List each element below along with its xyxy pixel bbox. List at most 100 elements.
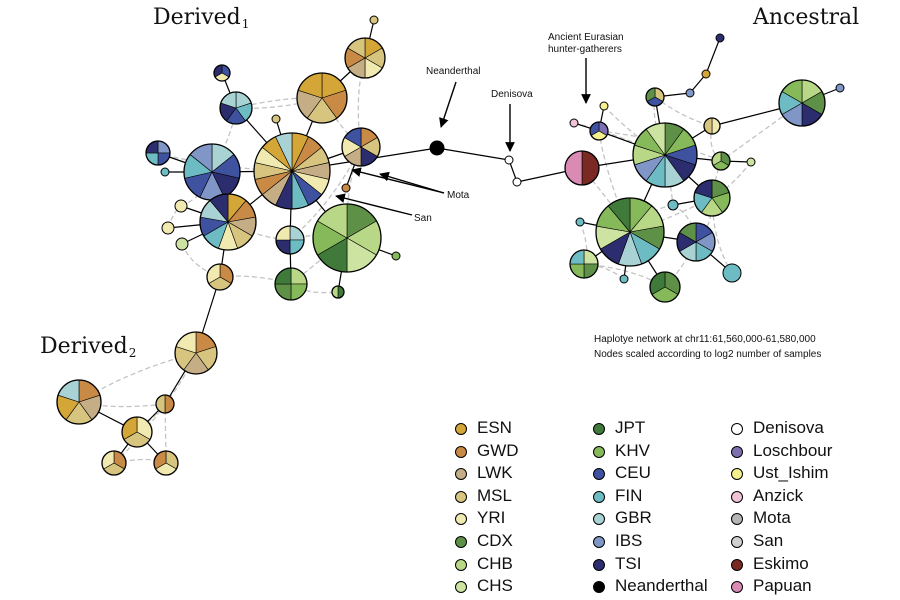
haplotype-node: [160, 167, 170, 177]
node-slice: [722, 263, 742, 283]
node-slice: [685, 88, 695, 98]
legend-label: CHB: [477, 553, 513, 573]
node-outline: [155, 394, 175, 414]
derived1-cluster-label: Derived1: [153, 5, 250, 31]
haplotype-node: [56, 379, 102, 425]
legend-label: LWK: [477, 463, 513, 483]
node-slice: [746, 157, 756, 167]
node-slice: [835, 83, 845, 93]
node-slice: [581, 150, 600, 186]
node-outline: [632, 122, 698, 188]
legend-swatch: [593, 558, 605, 571]
annotation-arrows: [335, 58, 591, 216]
node-outline: [206, 263, 234, 291]
legend-swatch: [593, 445, 605, 458]
haplotype-node: [183, 143, 241, 201]
legend-item-chs: CHS: [455, 576, 605, 598]
node-outline: [296, 72, 348, 124]
haplotype-node: [722, 263, 742, 283]
legend-item-ust-ishim: Ust_Ishim: [731, 463, 881, 485]
legend-item-lwk: LWK: [455, 463, 605, 485]
node-outline: [341, 127, 381, 167]
haplotype-node: [341, 127, 381, 167]
mota-annotation: Mota: [447, 190, 470, 201]
legend-item-ceu: CEU: [593, 463, 743, 485]
node-outline: [589, 121, 609, 141]
node-outline: [711, 151, 731, 171]
legend-label: CDX: [477, 531, 513, 550]
legend-item-neanderthal: Neanderthal: [593, 576, 743, 598]
annotation-arrow: [439, 81, 457, 128]
haplotype-node: [649, 271, 681, 303]
legend-swatch: [593, 423, 605, 435]
legend-item-khv: KHV: [593, 441, 743, 463]
haplotype-node: [703, 117, 721, 135]
haplotype-node: [274, 267, 308, 301]
node-outline: [693, 179, 731, 217]
legend-swatch: [593, 536, 605, 548]
legend-item-loschbour: Loschbour: [731, 441, 881, 463]
legend-label: GBR: [615, 508, 652, 528]
annotation-arrow: [351, 167, 445, 194]
legend-label: Ust_Ishim: [753, 463, 829, 483]
legend-item-yri: YRI: [455, 508, 605, 530]
legend-swatch: [593, 581, 605, 594]
derived2-cluster-label: Derived2: [40, 334, 137, 360]
haplotype-node: [835, 83, 845, 93]
legend-swatch: [455, 513, 467, 526]
network-edges: [78, 19, 841, 464]
legend-swatch: [455, 423, 467, 435]
node-outline: [703, 117, 721, 135]
node-slice: [175, 237, 189, 251]
legend-label: YRI: [477, 508, 506, 528]
haplotype-node: [595, 197, 665, 267]
legend-item-anzick: Anzick: [731, 486, 881, 508]
node-slice: [391, 251, 401, 261]
legend-label: CHS: [477, 576, 513, 596]
node-slice: [174, 199, 188, 213]
legend-swatch: [731, 536, 743, 548]
san-annotation: San: [414, 213, 432, 224]
haplotype-node: [206, 263, 234, 291]
legend-item-denisova: Denisova: [731, 418, 881, 440]
legend-label: ESN: [477, 418, 512, 437]
legend-label: TSI: [615, 553, 642, 573]
node-outline: [649, 271, 681, 303]
reticulation-edge: [603, 105, 666, 156]
denisova-annotation: Denisova: [491, 89, 533, 100]
legend-swatch: [455, 581, 467, 594]
haplotype-node: [676, 222, 716, 262]
node-slice: [161, 221, 175, 235]
legend-label: MSL: [477, 485, 512, 505]
haplotype-node: [685, 88, 695, 98]
legend-label: FIN: [615, 485, 643, 505]
node-outline: [219, 91, 253, 125]
node-outline: [121, 416, 153, 448]
node-outline: [253, 132, 331, 210]
haplotype-node: [589, 121, 609, 141]
network-edge: [436, 147, 510, 161]
legend-label: GWD: [477, 440, 519, 460]
legend-label: Denisova: [753, 418, 824, 437]
legend-swatch: [455, 445, 467, 458]
reticulation-edge: [164, 403, 167, 464]
node-outline: [331, 285, 345, 299]
node-slice: [569, 118, 579, 128]
haplotype-node: [569, 249, 599, 279]
haplotype-node: [512, 177, 522, 187]
caption-line-2: Nodes scaled according to log2 number of…: [594, 349, 822, 360]
haplotype-node: [504, 155, 514, 165]
node-slice: [155, 394, 166, 414]
haplotype-node: [175, 237, 189, 251]
haplotype-node: [715, 33, 725, 43]
legend-swatch: [455, 536, 467, 548]
haplotype-node: [632, 122, 698, 188]
node-slice: [341, 183, 351, 193]
legend-label: IBS: [615, 531, 643, 550]
haplotype-node: [145, 140, 171, 166]
haplotype-node: [429, 140, 445, 156]
neanderthal-annotation: Neanderthal: [426, 66, 481, 77]
node-slice: [703, 117, 713, 135]
node-outline: [275, 225, 305, 255]
node-outline: [778, 79, 826, 127]
